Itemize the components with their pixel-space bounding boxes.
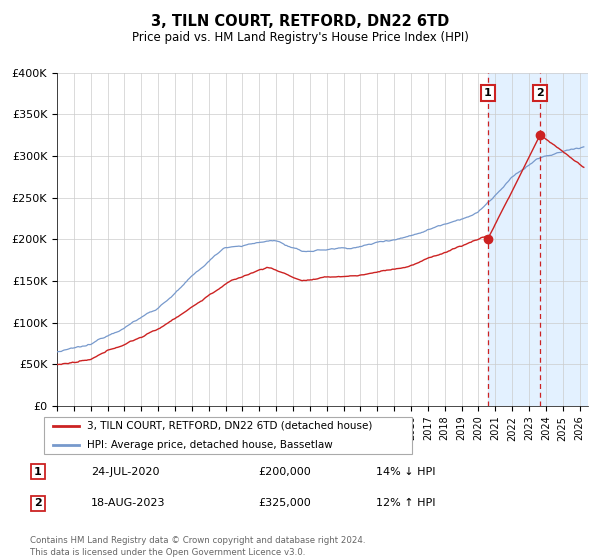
Text: Contains HM Land Registry data © Crown copyright and database right 2024.: Contains HM Land Registry data © Crown c…: [30, 536, 365, 545]
Text: £325,000: £325,000: [259, 498, 311, 508]
Text: 2: 2: [536, 88, 544, 98]
Text: This data is licensed under the Open Government Licence v3.0.: This data is licensed under the Open Gov…: [30, 548, 305, 557]
Text: £200,000: £200,000: [259, 466, 311, 477]
Text: HPI: Average price, detached house, Bassetlaw: HPI: Average price, detached house, Bass…: [86, 440, 332, 450]
Text: 1: 1: [484, 88, 492, 98]
Text: Price paid vs. HM Land Registry's House Price Index (HPI): Price paid vs. HM Land Registry's House …: [131, 31, 469, 44]
Text: 3, TILN COURT, RETFORD, DN22 6TD: 3, TILN COURT, RETFORD, DN22 6TD: [151, 14, 449, 29]
Text: 1: 1: [34, 466, 42, 477]
Text: 3, TILN COURT, RETFORD, DN22 6TD (detached house): 3, TILN COURT, RETFORD, DN22 6TD (detach…: [86, 421, 372, 431]
Text: 18-AUG-2023: 18-AUG-2023: [91, 498, 166, 508]
FancyBboxPatch shape: [44, 417, 412, 454]
Bar: [488, 73, 600, 406]
Text: 24-JUL-2020: 24-JUL-2020: [91, 466, 160, 477]
Text: 2: 2: [34, 498, 42, 508]
Text: 14% ↓ HPI: 14% ↓ HPI: [376, 466, 435, 477]
Text: 12% ↑ HPI: 12% ↑ HPI: [376, 498, 435, 508]
